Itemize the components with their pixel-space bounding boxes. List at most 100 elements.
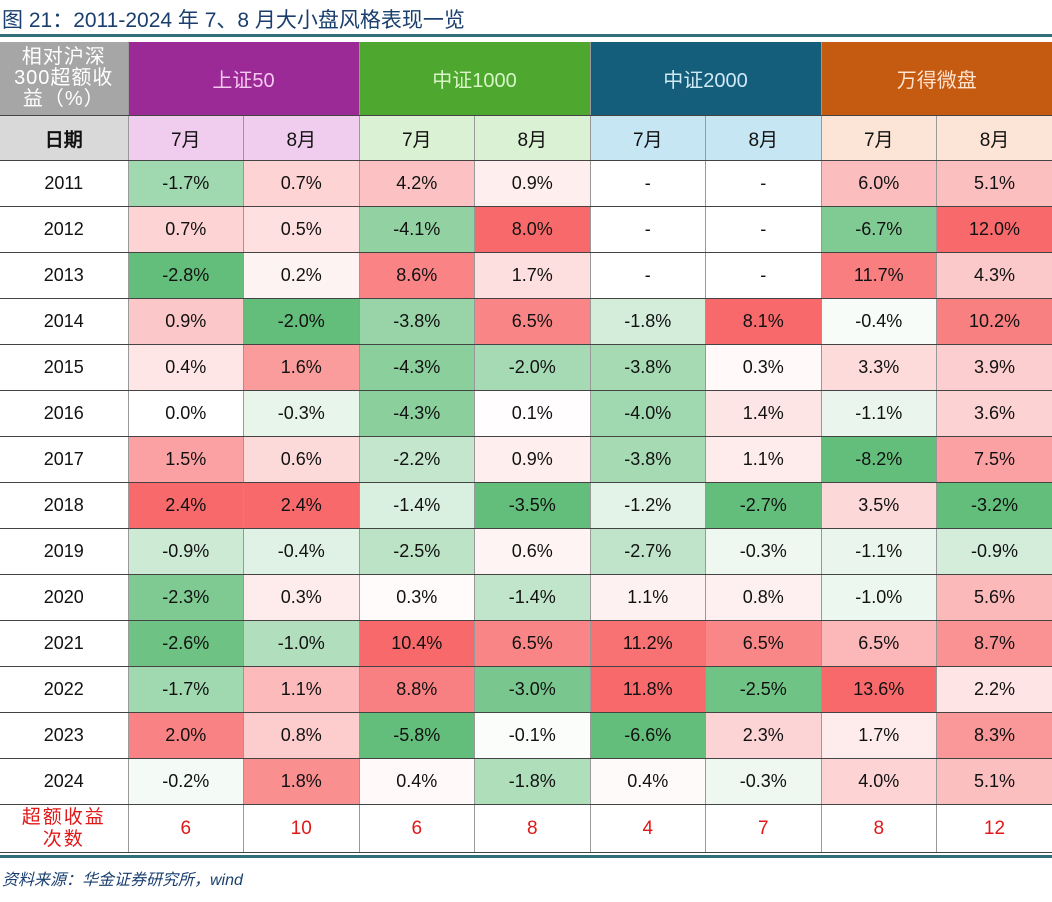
value-cell: 4.3%: [936, 252, 1052, 299]
month-header: 8月: [474, 115, 590, 161]
value-cell: 1.7%: [474, 252, 590, 299]
value-cell: -3.0%: [474, 666, 590, 713]
value-cell: 0.8%: [243, 712, 359, 759]
year-cell: 2013: [0, 252, 128, 299]
value-cell: 6.0%: [820, 160, 937, 207]
value-cell: -0.3%: [705, 528, 821, 575]
value-cell: 0.8%: [705, 574, 821, 621]
value-cell: 8.6%: [358, 252, 475, 299]
bottom-divider: [0, 855, 1052, 858]
count-row: 超额收益 次数 6 10 6 8 4 7 8 12: [0, 804, 1052, 853]
value-cell: -6.7%: [820, 206, 937, 253]
month-header: 7月: [589, 115, 706, 161]
top-divider: [0, 34, 1052, 37]
table-row: 2021 -2.6% -1.0% 10.4% 6.5% 11.2% 6.5% 6.5% 8.7%: [0, 620, 1052, 667]
month-header: 8月: [936, 115, 1052, 161]
count-cell: 8: [820, 804, 937, 853]
table-row: 2013 -2.8% 0.2% 8.6% 1.7% - -11.7% 4.3%: [0, 252, 1052, 299]
value-cell: -0.4%: [820, 298, 937, 345]
value-cell: 5.6%: [936, 574, 1052, 621]
value-cell: -2.3%: [127, 574, 244, 621]
value-cell: 1.4%: [705, 390, 821, 437]
year-cell: 2012: [0, 206, 128, 253]
value-cell: -4.3%: [358, 390, 475, 437]
table-row: 2018 2.4% 2.4% -1.4% -3.5% -1.2% -2.7% 3.5% -3.2…: [0, 482, 1052, 529]
value-cell: -5.8%: [358, 712, 475, 759]
value-cell: -: [589, 252, 706, 299]
value-cell: 1.6%: [243, 344, 359, 391]
table-row: 2022 -1.7% 1.1% 8.8% -3.0% 11.8% -2.5% 13.6% 2.2…: [0, 666, 1052, 713]
month-header: 8月: [705, 115, 821, 161]
value-cell: 1.8%: [243, 758, 359, 805]
value-cell: -1.0%: [820, 574, 937, 621]
group-header-row: 相对沪深300超额收益（%） 上证50 中证1000 中证2000 万得微盘: [0, 42, 1052, 116]
value-cell: 11.2%: [589, 620, 706, 667]
value-cell: -0.3%: [705, 758, 821, 805]
table-row: 2019 -0.9% -0.4% -2.5% 0.6% -2.7% -0.3% -1.1% -0…: [0, 528, 1052, 575]
value-cell: -0.4%: [243, 528, 359, 575]
group-header-2: 中证2000: [589, 42, 821, 116]
value-cell: 3.5%: [820, 482, 937, 529]
value-cell: 10.4%: [358, 620, 475, 667]
value-cell: 0.3%: [705, 344, 821, 391]
year-cell: 2017: [0, 436, 128, 483]
count-cell: 12: [936, 804, 1052, 853]
month-header: 7月: [358, 115, 475, 161]
value-cell: -3.8%: [589, 344, 706, 391]
value-cell: 3.6%: [936, 390, 1052, 437]
value-cell: -: [705, 206, 821, 253]
value-cell: 0.6%: [243, 436, 359, 483]
value-cell: -8.2%: [820, 436, 937, 483]
value-cell: 0.7%: [127, 206, 244, 253]
value-cell: -2.0%: [474, 344, 590, 391]
value-cell: -3.8%: [589, 436, 706, 483]
value-cell: -: [589, 160, 706, 207]
value-cell: -2.7%: [705, 482, 821, 529]
value-cell: -2.6%: [127, 620, 244, 667]
value-cell: -: [705, 252, 821, 299]
table-row: 2016 0.0% -0.3% -4.3% 0.1% -4.0% 1.4% -1.1% 3.6%: [0, 390, 1052, 437]
value-cell: -1.4%: [474, 574, 590, 621]
value-cell: 0.6%: [474, 528, 590, 575]
value-cell: -1.4%: [358, 482, 475, 529]
value-cell: 0.4%: [589, 758, 706, 805]
value-cell: 2.4%: [127, 482, 244, 529]
value-cell: 13.6%: [820, 666, 937, 713]
value-cell: 1.1%: [589, 574, 706, 621]
table-row: 2011 -1.7% 0.7% 4.2% 0.9% - -6.0% 5.1%: [0, 160, 1052, 207]
count-cell: 4: [589, 804, 706, 853]
count-cell: 8: [474, 804, 590, 853]
value-cell: -: [589, 206, 706, 253]
table-row: 2020 -2.3% 0.3% 0.3% -1.4% 1.1% 0.8% -1.0% 5.6%: [0, 574, 1052, 621]
year-cell: 2018: [0, 482, 128, 529]
value-cell: -6.6%: [589, 712, 706, 759]
year-cell: 2021: [0, 620, 128, 667]
table-row: 2017 1.5% 0.6% -2.2% 0.9% -3.8% 1.1% -8.2% 7.5%: [0, 436, 1052, 483]
count-cell: 10: [243, 804, 359, 853]
value-cell: 8.0%: [474, 206, 590, 253]
value-cell: 4.0%: [820, 758, 937, 805]
count-cell: 6: [127, 804, 244, 853]
value-cell: 0.4%: [358, 758, 475, 805]
date-header: 日期: [0, 115, 128, 161]
count-label-line2: 次数: [42, 828, 85, 850]
value-cell: 3.9%: [936, 344, 1052, 391]
value-cell: -4.1%: [358, 206, 475, 253]
value-cell: -3.5%: [474, 482, 590, 529]
value-cell: -0.9%: [127, 528, 244, 575]
value-cell: -1.0%: [243, 620, 359, 667]
count-label: 超额收益 次数: [0, 804, 128, 853]
corner-label-text: 相对沪深300超额收益（%）: [14, 46, 114, 110]
value-cell: -1.7%: [127, 666, 244, 713]
value-cell: 6.5%: [820, 620, 937, 667]
year-cell: 2016: [0, 390, 128, 437]
value-cell: 3.3%: [820, 344, 937, 391]
value-cell: 0.1%: [474, 390, 590, 437]
value-cell: 0.3%: [243, 574, 359, 621]
value-cell: -1.8%: [589, 298, 706, 345]
value-cell: 4.2%: [358, 160, 475, 207]
value-cell: 1.1%: [243, 666, 359, 713]
value-cell: 0.9%: [127, 298, 244, 345]
value-cell: 6.5%: [474, 298, 590, 345]
value-cell: -0.1%: [474, 712, 590, 759]
